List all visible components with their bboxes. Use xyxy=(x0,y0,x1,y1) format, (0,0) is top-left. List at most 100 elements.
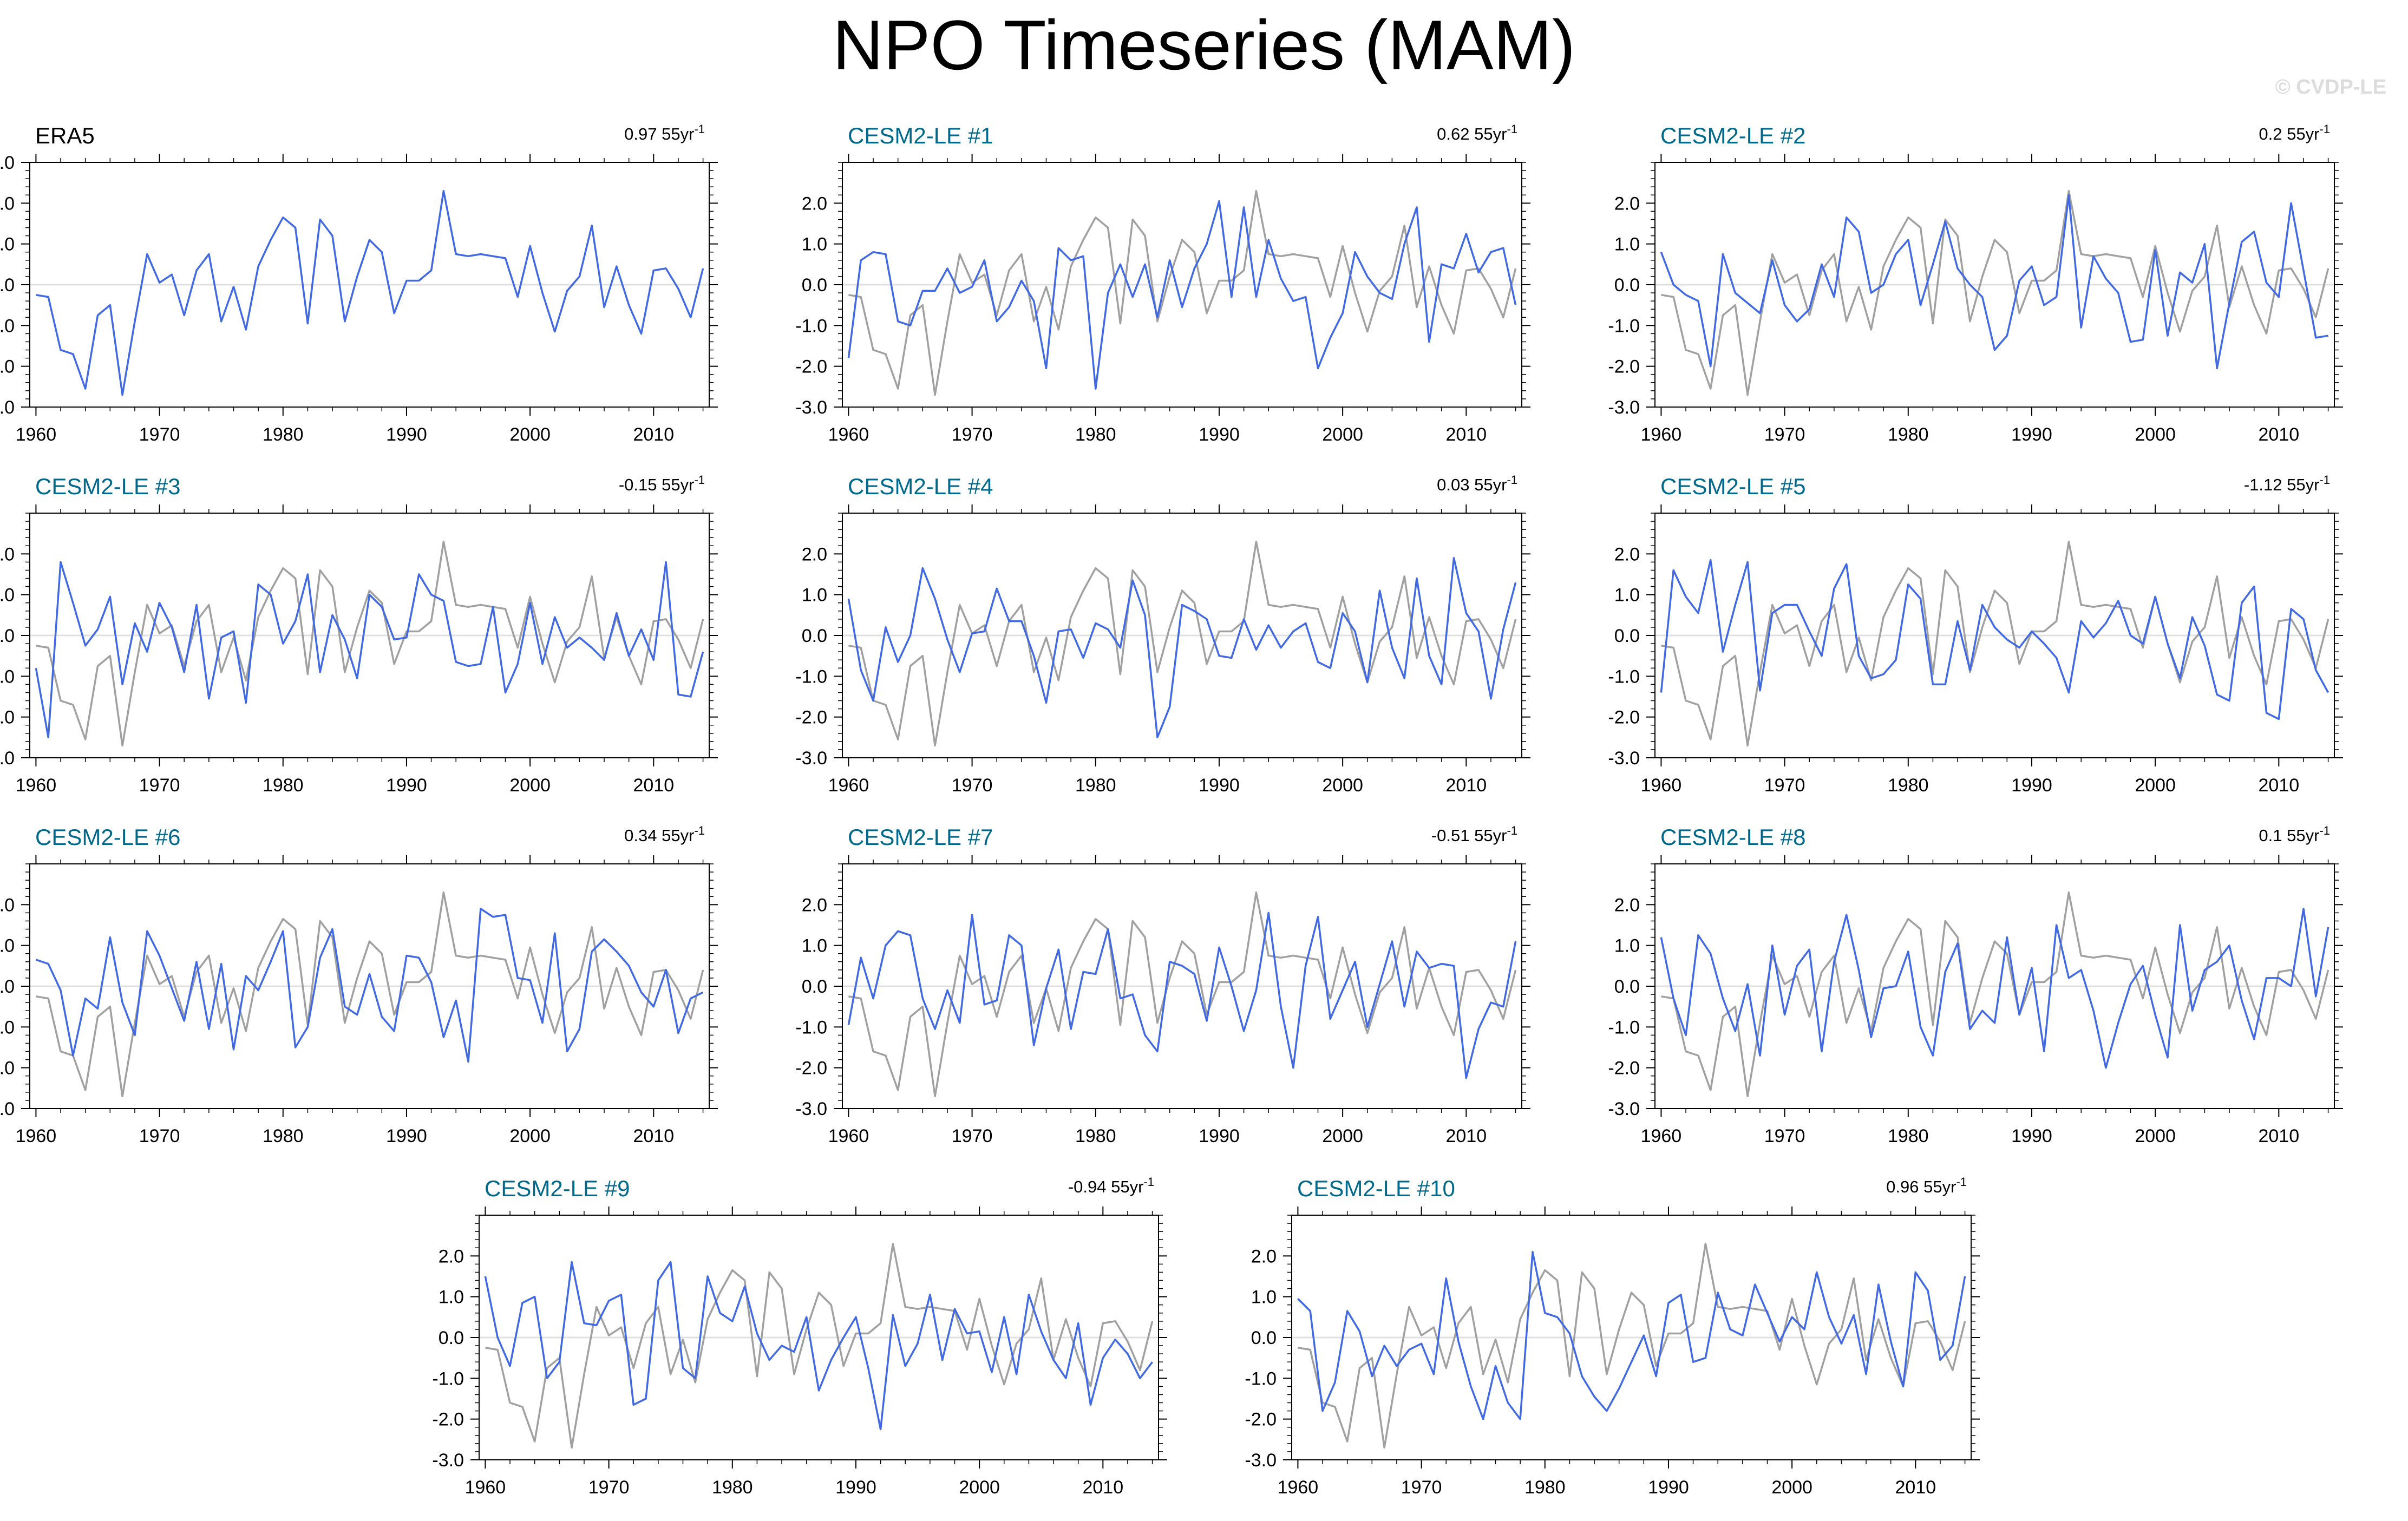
y-tick-label: -2.0 xyxy=(0,357,15,377)
y-tick-label: 2.0 xyxy=(1614,544,1640,565)
y-tick-label: 2.0 xyxy=(439,1246,464,1267)
plot-frame xyxy=(842,513,1522,758)
y-tick-label: -1.0 xyxy=(795,666,827,687)
panel-member-4: CESM2-LE #4 0.03 55yr-1 2.0 1.0 0.0 -1.0 -2.0 -… xyxy=(795,473,1530,796)
panel-member-1: CESM2-LE #1 0.62 55yr-1 2.0 1.0 0.0 -1.0 -2.0 -… xyxy=(795,122,1530,445)
y-tick-label: -3.0 xyxy=(795,748,827,769)
y-tick-label: 1.0 xyxy=(1614,585,1640,606)
plot-frame xyxy=(1654,162,2335,408)
y-tick-label: -3.0 xyxy=(432,1450,464,1471)
x-tick-label: 1990 xyxy=(1199,424,1240,445)
x-tick-label: 1970 xyxy=(952,775,993,796)
y-tick-label: -3.0 xyxy=(795,1099,827,1119)
y-tick-label: 2.0 xyxy=(0,895,15,915)
x-tick-label: 1990 xyxy=(386,775,427,796)
panel-member-6: CESM2-LE #6 0.34 55yr-1 2.0 1.0 0.0 -1.0 -2.0 -… xyxy=(0,824,718,1146)
x-tick-label: 1960 xyxy=(16,424,57,445)
plot-frame xyxy=(1654,513,2335,758)
x-tick-label: 1980 xyxy=(1888,775,1929,796)
panel-member-5: CESM2-LE #5 -1.12 55yr-1 2.0 1.0 0.0 -1.0 -2.0… xyxy=(1608,473,2343,796)
y-tick-label: -2.0 xyxy=(432,1409,464,1430)
y-tick-label: 2.0 xyxy=(0,193,15,214)
panel-title: ERA5 xyxy=(35,123,95,148)
x-tick-label: 2000 xyxy=(2135,424,2176,445)
observed-reference-line xyxy=(1298,1242,1966,1449)
x-tick-label: 1970 xyxy=(1764,424,1805,445)
x-tick-label: 2010 xyxy=(633,775,674,796)
x-tick-label: 1960 xyxy=(465,1477,506,1498)
y-tick-label: -3.0 xyxy=(1245,1450,1277,1471)
x-tick-label: 1960 xyxy=(16,775,57,796)
plot-frame xyxy=(29,863,710,1109)
y-tick-label: -1.0 xyxy=(0,316,15,336)
x-tick-label: 1980 xyxy=(1888,1126,1929,1146)
observed-reference-line xyxy=(36,540,704,747)
x-tick-label: 2000 xyxy=(2135,1126,2176,1146)
panel-member-9: CESM2-LE #9 -0.94 55yr-1 2.0 1.0 0.0 -1.0 -2.0… xyxy=(432,1175,1167,1498)
plot-frame xyxy=(1654,863,2335,1109)
x-tick-label: 1990 xyxy=(1199,775,1240,796)
y-tick-label: -3.0 xyxy=(1608,748,1640,769)
panel-member-10: CESM2-LE #10 0.96 55yr-1 2.0 1.0 0.0 -1.0 -2.0… xyxy=(1245,1175,1980,1498)
y-tick-label: -3.0 xyxy=(1608,397,1640,418)
y-tick-label: 2.0 xyxy=(802,544,827,565)
x-tick-label: 1980 xyxy=(1075,775,1116,796)
x-tick-label: 1990 xyxy=(835,1477,876,1498)
y-tick-label: 1.0 xyxy=(802,936,827,956)
x-tick-label: 2010 xyxy=(1445,1126,1487,1146)
y-tick-label: 2.0 xyxy=(0,544,15,565)
x-tick-label: 2000 xyxy=(509,424,551,445)
y-tick-label: -1.0 xyxy=(432,1368,464,1389)
trend-label: -0.94 55yr-1 xyxy=(1068,1175,1154,1196)
y-tick-label: 0.0 xyxy=(0,976,15,997)
y-tick-label: -1.0 xyxy=(0,1017,15,1038)
series-line xyxy=(35,561,704,739)
y-tick-label: 0.0 xyxy=(1614,626,1640,646)
x-tick-label: 1990 xyxy=(1199,1126,1240,1146)
plot-frame xyxy=(29,513,710,758)
panel-title: CESM2-LE #8 xyxy=(1660,824,1805,850)
y-tick-label: 1.0 xyxy=(1251,1287,1277,1308)
series-line xyxy=(1660,908,2330,1069)
y-tick-label: -2.0 xyxy=(795,707,827,728)
plot-frame xyxy=(842,863,1522,1109)
x-tick-label: 2000 xyxy=(509,1126,551,1146)
panel-member-8: CESM2-LE #8 0.1 55yr-1 2.0 1.0 0.0 -1.0 -2.0 -3… xyxy=(1608,824,2343,1146)
y-tick-label: 0.0 xyxy=(0,275,15,296)
panel-member-2: CESM2-LE #2 0.2 55yr-1 2.0 1.0 0.0 -1.0 -2.0 -3… xyxy=(1608,122,2343,445)
panel-title: CESM2-LE #1 xyxy=(848,123,993,148)
observed-reference-line xyxy=(1661,891,2330,1098)
trend-label: 0.96 55yr-1 xyxy=(1886,1175,1967,1196)
trend-label: 0.62 55yr-1 xyxy=(1437,122,1517,143)
panel-member-7: CESM2-LE #7 -0.51 55yr-1 2.0 1.0 0.0 -1.0 -2.0… xyxy=(795,824,1530,1146)
x-tick-label: 1990 xyxy=(1648,1477,1689,1498)
observed-reference-line xyxy=(848,189,1517,396)
plot-frame xyxy=(479,1215,1159,1460)
x-tick-label: 2010 xyxy=(633,1126,674,1146)
x-tick-label: 2000 xyxy=(1322,1126,1363,1146)
x-tick-label: 2000 xyxy=(1322,775,1363,796)
y-tick-label: -1.0 xyxy=(795,316,827,336)
y-tick-label: 1.0 xyxy=(0,936,15,956)
series-line xyxy=(1297,1251,1966,1420)
y-tick-label: -2.0 xyxy=(1608,707,1640,728)
y-tick-label: -2.0 xyxy=(0,707,15,728)
y-tick-label: -2.0 xyxy=(0,1058,15,1079)
x-tick-label: 2010 xyxy=(2258,1126,2299,1146)
trend-label: 0.2 55yr-1 xyxy=(2259,122,2330,143)
y-tick-label: 1.0 xyxy=(439,1287,464,1308)
panel-title: CESM2-LE #6 xyxy=(35,824,180,850)
y-tick-label: 0.0 xyxy=(802,626,827,646)
observed-reference-line xyxy=(848,540,1517,747)
y-tick-label: 2.0 xyxy=(1251,1246,1277,1267)
x-tick-label: 2000 xyxy=(1322,424,1363,445)
x-tick-label: 1970 xyxy=(139,775,180,796)
x-tick-label: 1970 xyxy=(1401,1477,1442,1498)
y-tick-label: 2.0 xyxy=(1614,895,1640,915)
y-tick-label: 2.0 xyxy=(802,193,827,214)
x-tick-label: 1960 xyxy=(1641,424,1682,445)
panel-member-3: CESM2-LE #3 -0.15 55yr-1 2.0 1.0 0.0 -1.0 -2.0… xyxy=(0,473,718,796)
y-tick-label: 1.0 xyxy=(0,234,15,255)
